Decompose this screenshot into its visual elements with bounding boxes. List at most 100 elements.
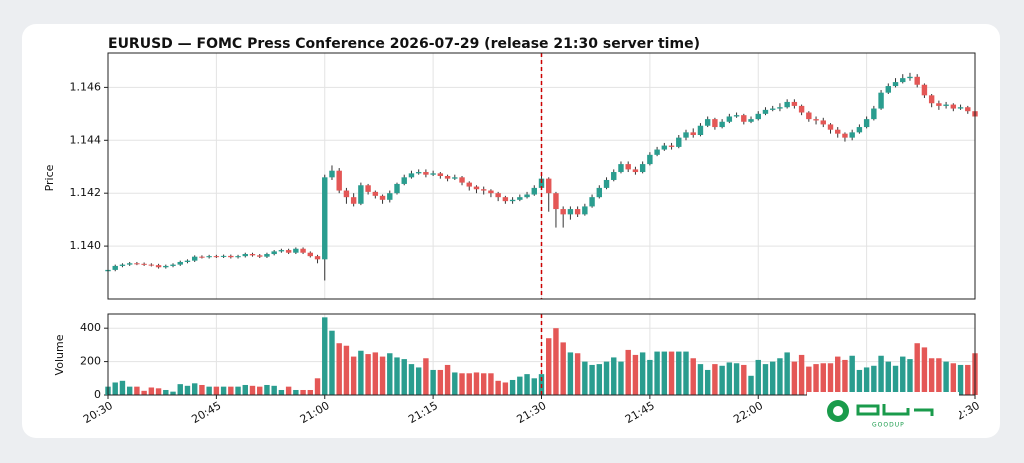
volume-bar	[842, 359, 848, 395]
volume-bar	[372, 352, 379, 395]
volume-bar	[798, 354, 805, 395]
volume-bar	[300, 389, 306, 395]
candle-body	[755, 113, 761, 120]
volume-bar	[863, 367, 870, 395]
volume-bar	[191, 383, 198, 395]
volume-bar	[928, 358, 935, 395]
x-tick-label: 21:00	[298, 399, 332, 426]
candle-body	[936, 103, 942, 106]
candle-body	[907, 76, 913, 79]
candle-body	[777, 107, 783, 109]
volume-bar	[466, 373, 472, 395]
volume-bar	[141, 390, 147, 395]
volume-bar	[690, 358, 696, 395]
candle-body	[618, 164, 624, 173]
candle-body	[394, 183, 400, 194]
volume-bar	[885, 361, 892, 395]
candle-body	[235, 256, 241, 258]
volume-bar	[278, 389, 285, 395]
candle-body	[726, 116, 733, 122]
candle-body	[849, 132, 855, 138]
candle-body	[957, 107, 964, 109]
volume-bar	[769, 361, 776, 395]
candle-body	[553, 193, 559, 210]
volume-bar	[517, 376, 523, 395]
candle-body	[928, 95, 935, 104]
candle-body	[856, 127, 863, 133]
candle-body	[184, 260, 191, 262]
candle-body	[798, 105, 805, 113]
candle-body	[415, 172, 422, 174]
y-tick-label: 1.140	[70, 239, 102, 252]
candle-body	[950, 104, 957, 109]
candle-body	[488, 190, 494, 194]
candle-body	[697, 125, 704, 135]
volume-bar	[784, 352, 790, 395]
candle-body	[358, 185, 364, 204]
volume-bar	[329, 330, 335, 395]
candle-body	[878, 92, 884, 109]
candle-body	[538, 178, 545, 188]
volume-bar	[791, 361, 798, 395]
volume-bar	[856, 369, 863, 395]
volume-bar	[733, 363, 740, 395]
volume-bar	[712, 364, 718, 395]
volume-bar	[878, 355, 884, 395]
watermark-logo-shape	[856, 404, 934, 416]
volume-bar	[170, 391, 176, 395]
candle-body	[155, 265, 162, 268]
volume-bar	[314, 378, 321, 395]
candle-body	[921, 84, 928, 96]
volume-bar	[343, 345, 350, 395]
candle-body	[372, 191, 379, 196]
volume-bar	[488, 373, 494, 395]
volume-bar	[574, 353, 581, 395]
volume-bar	[777, 358, 783, 395]
candle-body	[560, 209, 566, 215]
volume-bar	[184, 385, 191, 395]
candle-body	[676, 137, 682, 147]
candle-body	[466, 182, 472, 187]
watermark-icon-inner	[833, 406, 843, 416]
volume-bar	[697, 364, 704, 395]
candle-body	[307, 252, 314, 257]
candle-body	[257, 255, 263, 257]
volume-bar	[509, 379, 516, 395]
volume-bar	[257, 386, 263, 395]
candle-body	[574, 209, 581, 215]
volume-bar	[618, 361, 624, 395]
candle-body	[119, 264, 126, 266]
volume-bar	[914, 343, 920, 395]
candle-body	[748, 119, 754, 122]
volume-bar	[726, 362, 733, 395]
candle-body	[343, 190, 350, 198]
volume-bar	[943, 361, 949, 395]
candle-body	[148, 264, 155, 266]
candle-body	[712, 119, 718, 128]
candle-body	[473, 186, 480, 190]
volume-bar	[163, 389, 169, 395]
volume-bar	[546, 338, 552, 395]
volume-bar	[293, 389, 299, 395]
candle-body	[170, 264, 176, 266]
candle-body	[871, 108, 877, 120]
volume-bar	[755, 359, 761, 395]
candle-body	[444, 176, 451, 179]
candle-body	[134, 263, 140, 265]
x-tick-label: 20:45	[189, 399, 223, 426]
candle-body	[199, 256, 205, 258]
candle-body	[567, 209, 574, 215]
candle-body	[589, 197, 595, 207]
volume-bar	[112, 382, 118, 395]
candle-body	[517, 197, 523, 200]
candle-body	[741, 115, 747, 122]
volume-bar	[632, 354, 639, 395]
volume-bar	[394, 357, 400, 395]
volume-bar	[965, 364, 971, 395]
candle-body	[683, 132, 689, 138]
volume-bar	[683, 351, 689, 395]
candle-body	[408, 173, 415, 178]
candle-body	[379, 195, 386, 200]
volume-tick-label: 0	[94, 388, 101, 401]
